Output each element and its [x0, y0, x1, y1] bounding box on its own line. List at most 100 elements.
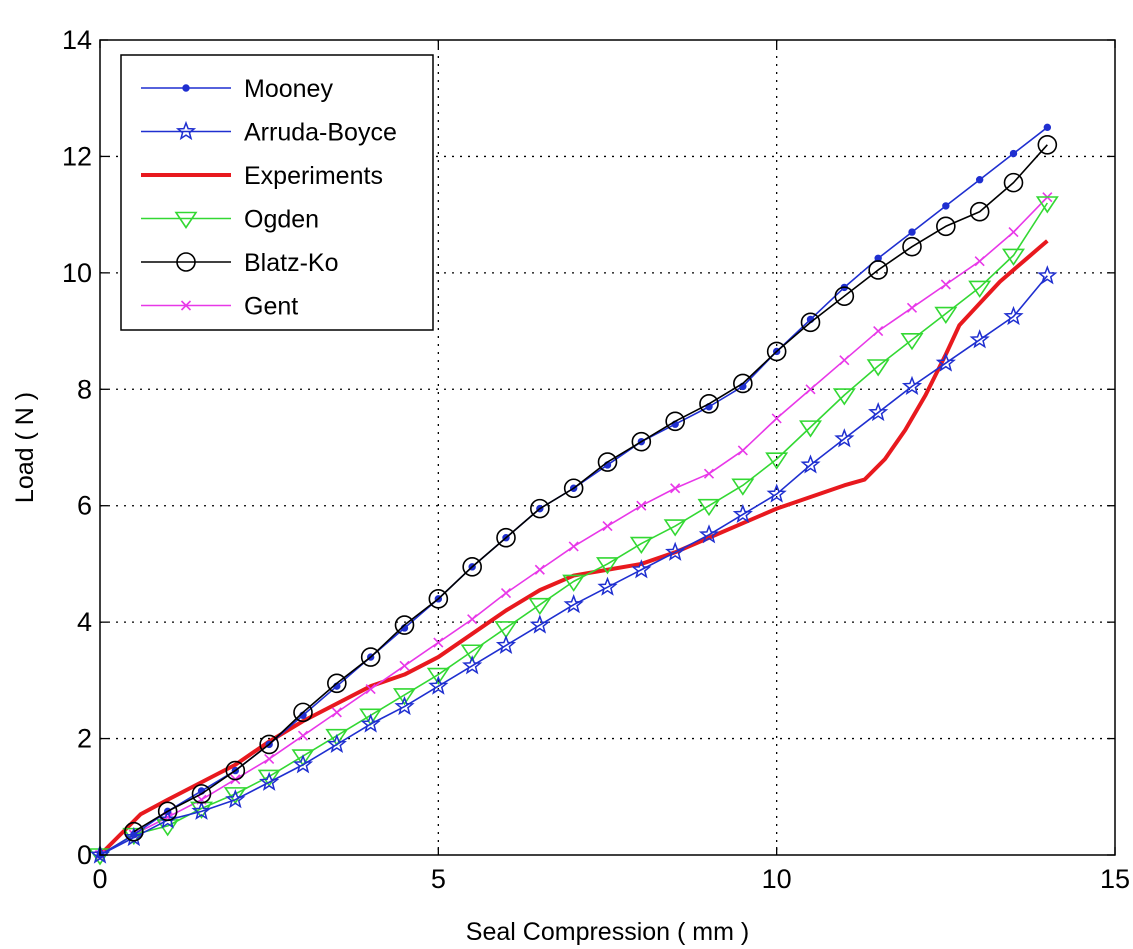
data-point-ogden: [765, 452, 789, 470]
data-point-gent: [873, 326, 884, 337]
legend: Mooney Arruda-Boyce Experiments Ogden Blatz-…: [120, 54, 434, 331]
data-point-blatz-ko: [834, 286, 855, 306]
x-tick-label: 0: [92, 864, 107, 894]
data-point-ogden: [460, 644, 484, 662]
data-point-arruda-boyce: [462, 655, 483, 675]
data-point-ogden: [426, 667, 450, 685]
series-group: [88, 123, 1059, 866]
data-point-ogden: [731, 478, 755, 496]
data-point-blatz-ko: [428, 589, 449, 609]
data-point-blatz-ko: [259, 734, 279, 755]
legend-label-gent: Gent: [244, 293, 298, 321]
data-point-mooney: [130, 830, 138, 839]
data-point-gent: [906, 302, 918, 313]
data-point-ogden: [223, 787, 247, 805]
data-point-arruda-boyce: [935, 352, 956, 372]
data-point-gent: [974, 256, 985, 267]
y-tick-label: 14: [62, 25, 92, 55]
y-tick-label: 0: [77, 840, 92, 870]
data-point-ogden: [663, 519, 687, 537]
data-point-ogden: [359, 708, 383, 726]
data-point-arruda-boyce: [597, 576, 618, 596]
data-point-ogden: [291, 749, 315, 767]
data-point-gent: [771, 413, 782, 424]
data-point-arruda-boyce: [834, 428, 855, 448]
data-point-blatz-ko: [597, 452, 618, 472]
data-point-ogden: [799, 420, 822, 438]
data-point-arruda-boyce: [1037, 265, 1058, 285]
legend-marker-blatz-ko: [176, 252, 196, 272]
data-point-ogden: [393, 688, 416, 706]
data-point-blatz-ko: [902, 236, 922, 257]
data-point-blatz-ko: [563, 478, 584, 499]
data-point-blatz-ko: [327, 673, 347, 694]
data-point-gent: [737, 445, 748, 456]
data-point-gent: [264, 753, 275, 765]
data-point-mooney: [942, 202, 950, 210]
data-point-arruda-boyce: [901, 375, 923, 395]
data-point-gent: [805, 384, 816, 395]
data-point-arruda-boyce: [732, 503, 753, 524]
legend-label-experiments: Experiments: [244, 162, 383, 190]
data-point-arruda-boyce: [495, 634, 517, 655]
series-blatz-ko: [124, 134, 1058, 842]
data-point-arruda-boyce: [800, 454, 821, 474]
legend-marker-arruda-boyce: [175, 120, 197, 141]
data-point-gent: [297, 730, 309, 741]
data-point-gent: [703, 468, 715, 479]
y-tick-label: 8: [77, 374, 92, 404]
data-point-blatz-ko: [733, 373, 753, 394]
data-point-blatz-ko: [800, 312, 821, 333]
data-point-gent: [940, 279, 951, 290]
legend-label-arruda-boyce: Arruda-Boyce: [244, 119, 397, 147]
legend-item-ogden: Ogden: [141, 206, 319, 234]
series-line-ogden: [99, 202, 1049, 856]
legend-item-gent: Gent: [141, 293, 298, 321]
data-point-blatz-ko: [699, 394, 719, 414]
y-tick-label: 12: [62, 141, 92, 171]
plot-frame: [99, 39, 1116, 856]
data-point-blatz-ko: [969, 201, 990, 222]
legend-label-blatz-ko: Blatz-Ko: [244, 249, 338, 277]
data-point-blatz-ko: [124, 821, 144, 842]
legend-item-blatz-ko: Blatz-Ko: [141, 249, 338, 277]
data-point-arruda-boyce: [225, 789, 246, 809]
data-point-blatz-ko: [631, 431, 652, 452]
x-tick-label: 15: [1100, 864, 1130, 894]
data-point-blatz-ko: [766, 341, 787, 362]
data-point-blatz-ko: [360, 647, 381, 667]
data-point-blatz-ko: [530, 498, 550, 519]
data-point-arruda-boyce: [665, 541, 686, 561]
data-point-blatz-ko: [394, 615, 415, 635]
data-point-blatz-ko: [665, 411, 685, 432]
data-point-ogden: [629, 536, 653, 554]
data-point-gent: [467, 614, 478, 625]
legend-item-mooney: Mooney: [141, 75, 333, 103]
legend-marker-ogden: [174, 211, 198, 229]
data-point-mooney: [1043, 123, 1052, 132]
data-point-ogden: [325, 728, 349, 747]
data-point-blatz-ko: [496, 527, 516, 548]
data-point-arruda-boyce: [428, 675, 449, 695]
x-axis-label: Seal Compression ( mm ): [466, 918, 749, 946]
data-point-gent: [433, 637, 444, 648]
data-point-ogden: [1035, 196, 1059, 214]
legend-marker-mooney: [182, 84, 190, 92]
data-point-ogden: [832, 388, 856, 406]
data-point-arruda-boyce: [292, 754, 314, 774]
x-tick-label: 10: [762, 864, 792, 894]
data-point-gent: [602, 521, 613, 532]
data-point-mooney: [975, 176, 984, 184]
data-point-arruda-boyce: [631, 559, 652, 579]
data-point-gent: [534, 564, 545, 575]
data-point-ogden: [866, 359, 890, 377]
data-point-arruda-boyce: [868, 401, 889, 422]
legend-item-arruda-boyce: Arruda-Boyce: [141, 119, 397, 147]
data-point-gent: [568, 541, 579, 552]
data-point-blatz-ko: [1037, 134, 1058, 155]
data-point-ogden: [528, 597, 552, 616]
data-point-mooney: [1009, 149, 1018, 158]
data-point-blatz-ko: [1003, 172, 1024, 193]
data-point-blatz-ko: [157, 801, 178, 822]
